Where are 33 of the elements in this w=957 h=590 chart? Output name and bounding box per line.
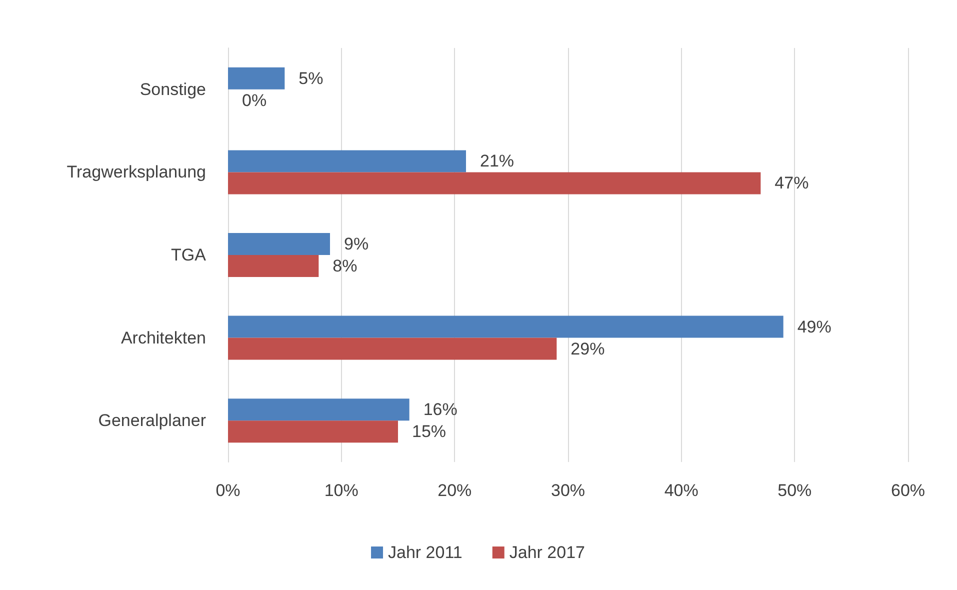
data-label: 29% (570, 339, 605, 358)
bar (228, 316, 784, 338)
y-tick-label: Architekten (120, 328, 206, 348)
x-tick-label: 10% (324, 481, 358, 500)
legend-label: Jahr 2011 (388, 543, 462, 562)
data-label: 8% (332, 256, 358, 276)
x-tick-label: 0% (216, 481, 240, 500)
bar (228, 172, 761, 194)
bar (228, 255, 319, 277)
y-tick-label: Sonstige (140, 80, 206, 99)
y-tick-label: TGA (171, 246, 207, 264)
x-tick-label: 50% (778, 481, 812, 500)
legend-label: Jahr 2017 (509, 543, 585, 562)
data-label: 15% (412, 422, 446, 442)
data-label: 0% (242, 90, 267, 110)
data-label: 5% (298, 68, 324, 88)
bar (228, 150, 466, 172)
bar (228, 398, 410, 421)
bar (228, 233, 330, 255)
data-label: 21% (480, 152, 514, 171)
y-tick-label: Tragwerksplanung (66, 162, 206, 182)
data-label: 47% (774, 174, 809, 193)
x-tick-label: 30% (550, 481, 586, 500)
x-tick-label: 40% (664, 481, 698, 500)
data-label: 16% (423, 400, 458, 420)
x-tick-label: 60% (890, 481, 926, 500)
x-tick-label: 20% (438, 481, 472, 500)
bar (228, 338, 557, 360)
data-label: 9% (344, 234, 369, 254)
y-tick-label: Generalplaner (98, 411, 206, 430)
bar (228, 420, 398, 443)
data-label: 49% (797, 317, 832, 336)
bar (228, 67, 285, 90)
